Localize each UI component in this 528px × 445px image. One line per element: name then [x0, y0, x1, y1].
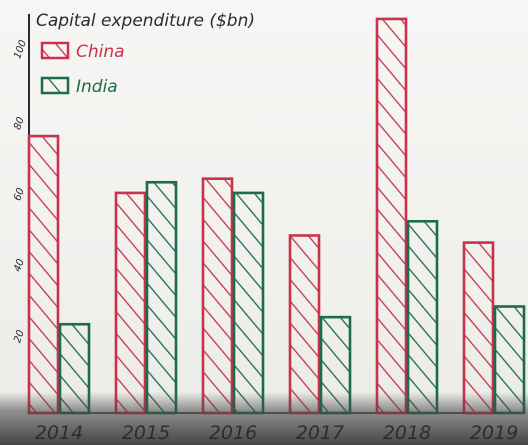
- bar-india-2015: [145, 180, 178, 415]
- bar-india-2018: [406, 220, 439, 415]
- bar-group: [27, 17, 526, 415]
- bar-china-2015: [114, 191, 147, 415]
- y-tick-label: 100: [12, 39, 29, 61]
- bar-china-2019: [462, 241, 495, 415]
- y-tick-label: 80: [12, 116, 27, 132]
- legend: China India: [40, 41, 125, 97]
- legend-label-india: India: [76, 77, 118, 97]
- bar-india-2016: [232, 191, 265, 415]
- bar-china-2017: [288, 234, 321, 415]
- chart-title: Capital expenditure ($bn): [36, 11, 255, 31]
- bar-india-2017: [319, 315, 352, 415]
- y-tick-group: 20 40 60 80 100: [12, 39, 29, 345]
- x-tick-group: 2014 2015 2016 2017 2018 2019: [35, 422, 518, 444]
- y-tick-label: 40: [12, 258, 27, 274]
- bar-china-2016: [201, 177, 234, 415]
- x-tick-2016: 2016: [209, 422, 257, 444]
- y-tick-label: 60: [12, 187, 27, 203]
- x-tick-2019: 2019: [470, 422, 518, 444]
- bar-india-2014: [58, 322, 91, 415]
- bar-china-2018: [375, 17, 408, 415]
- y-tick-label: 20: [12, 329, 27, 345]
- legend-swatch-china: [40, 41, 70, 60]
- x-tick-2014: 2014: [35, 422, 83, 444]
- legend-label-china: China: [76, 42, 125, 62]
- legend-swatch-india: [40, 76, 70, 95]
- bar-china-2014: [27, 134, 60, 415]
- x-tick-2018: 2018: [383, 422, 431, 444]
- x-tick-2015: 2015: [122, 422, 170, 444]
- x-tick-2017: 2017: [296, 422, 344, 444]
- bar-india-2019: [493, 305, 526, 415]
